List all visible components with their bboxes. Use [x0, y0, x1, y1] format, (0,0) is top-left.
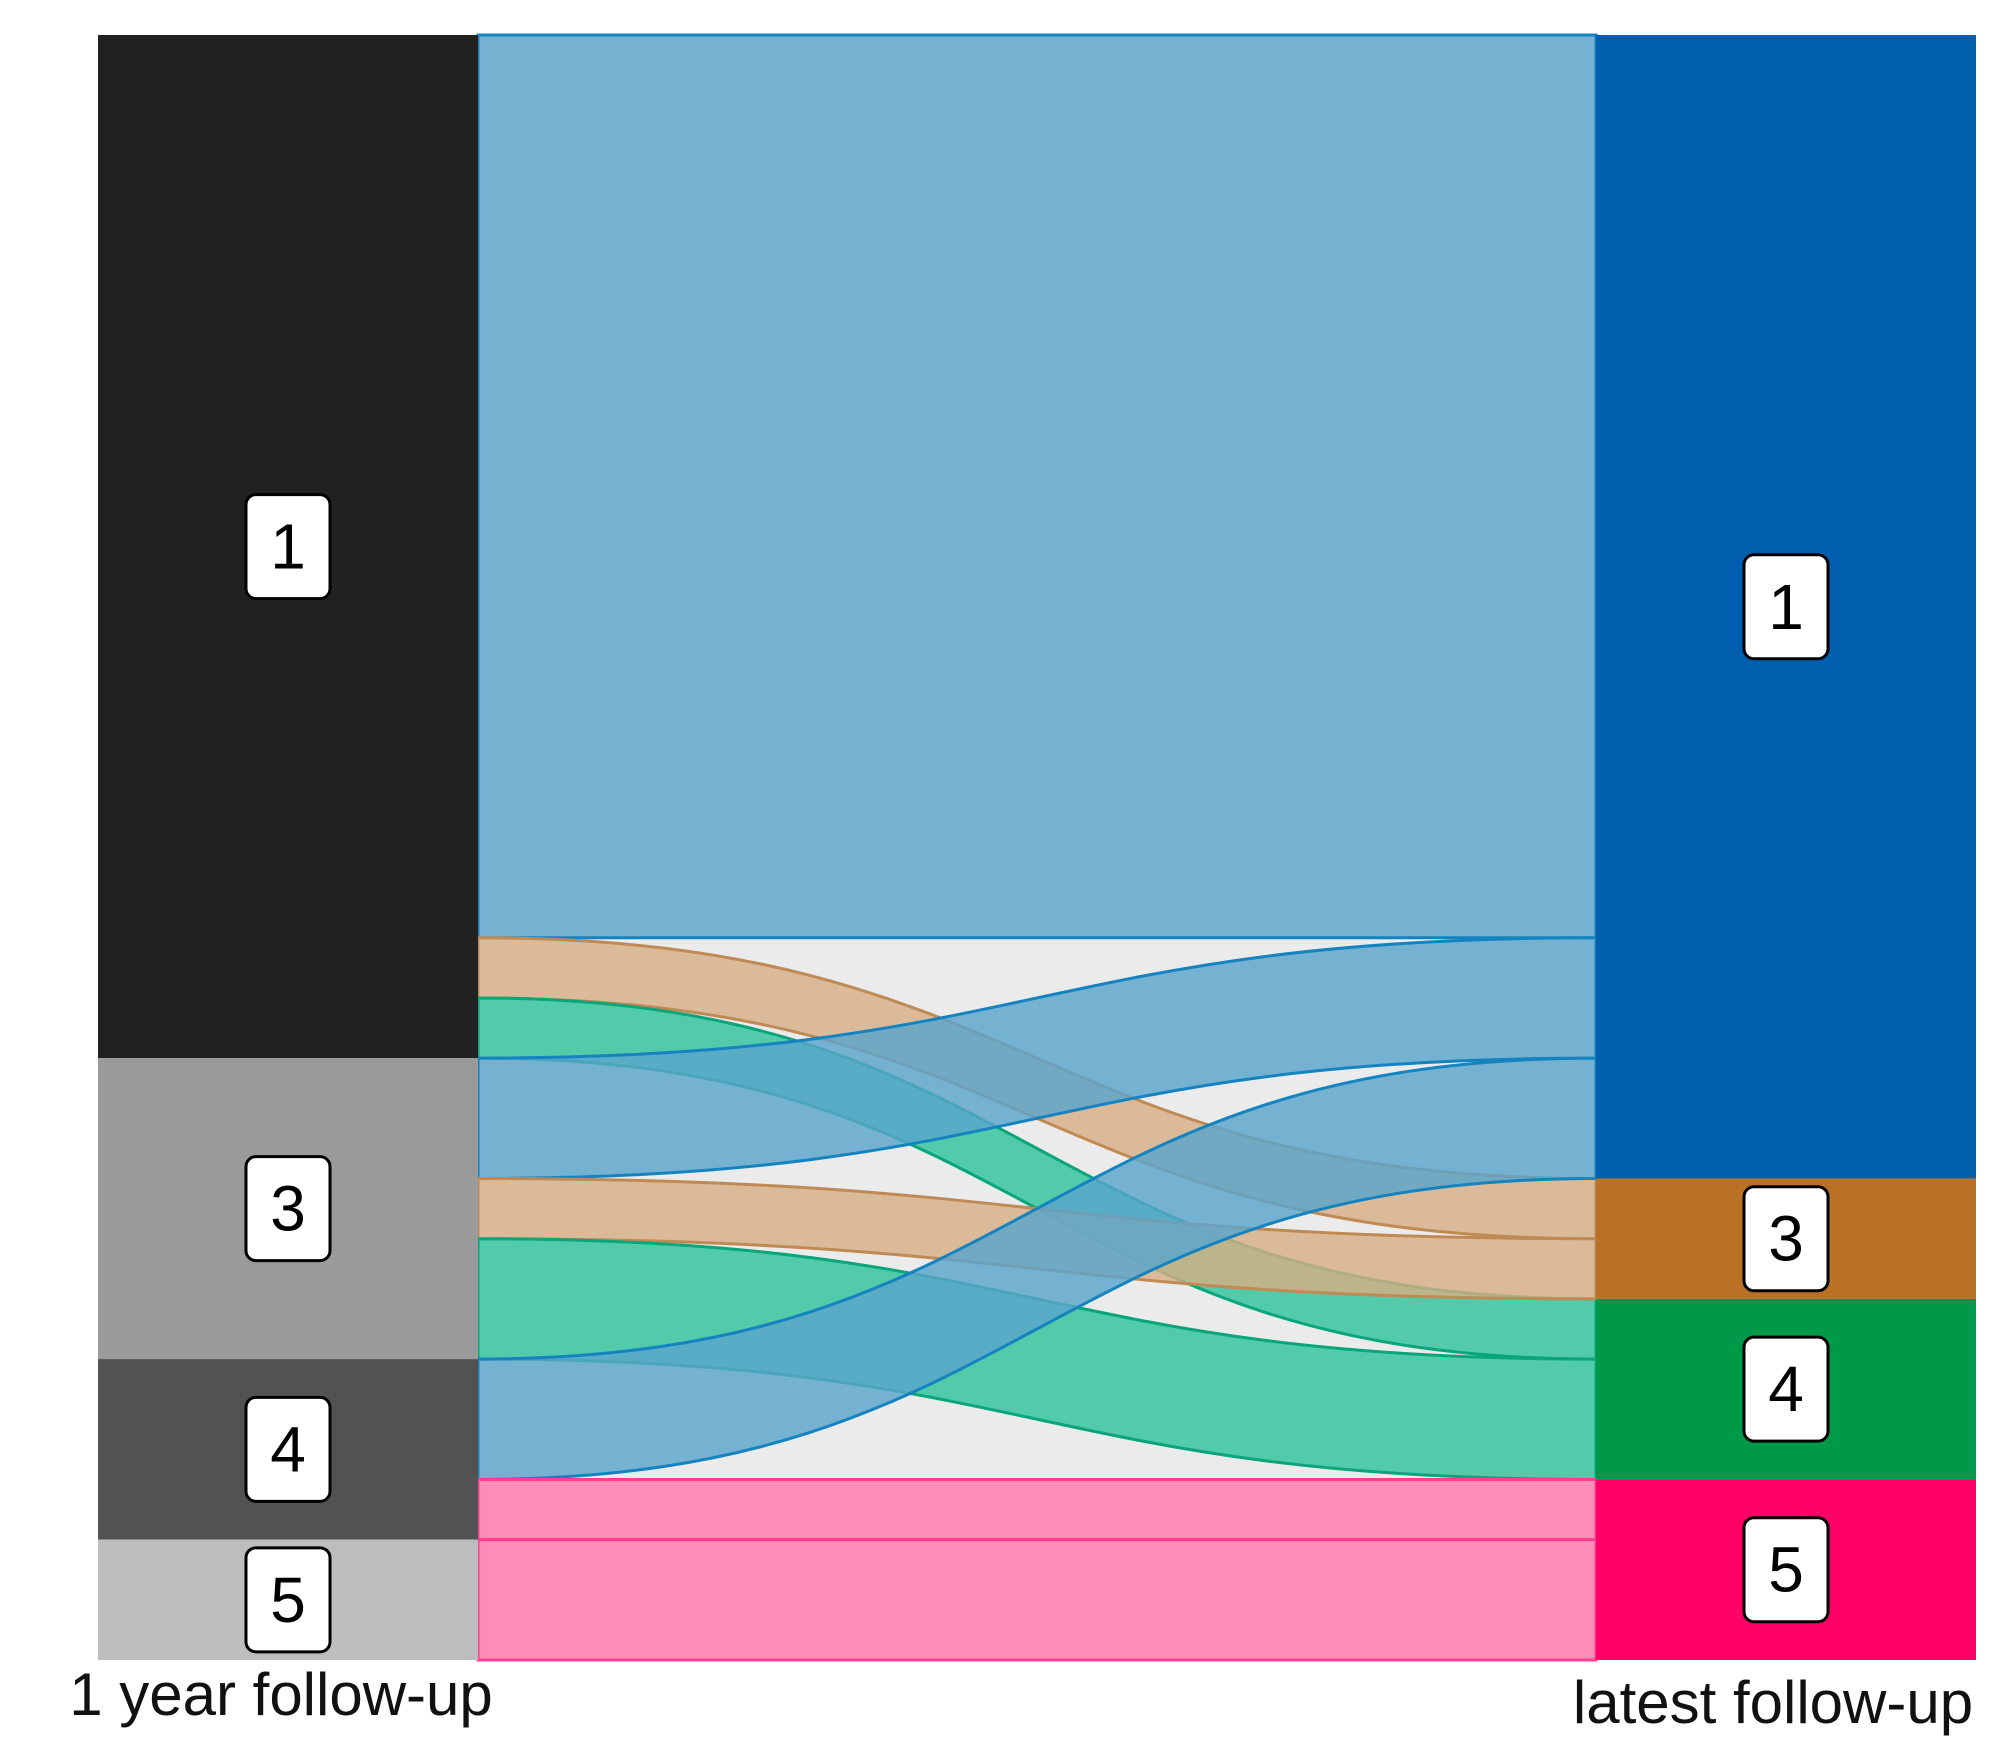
right-stratum-3-label: 3: [1768, 1203, 1804, 1275]
left-stratum-5-label: 5: [270, 1564, 306, 1636]
right-stratum-1-label: 1: [1768, 571, 1804, 643]
right-axis-title: latest follow-up: [1573, 1669, 1973, 1736]
left-stratum-4-label-box: [244, 1395, 332, 1503]
left-stratum-3-label: 3: [270, 1173, 306, 1245]
left-stratum-1-label: 1: [270, 511, 306, 583]
right-stratum-5-label: 5: [1768, 1534, 1804, 1606]
right-stratum-4-label: 4: [1768, 1353, 1804, 1425]
left-stratum-5-label-box: [244, 1546, 332, 1654]
right-stratum-1-label-box: [1742, 553, 1830, 661]
right-stratum-4-label-box: [1742, 1335, 1830, 1443]
right-stratum-3-label-box: [1742, 1185, 1830, 1293]
stratum-labels-layer: 1 3 4 5 1 3 4 5: [244, 493, 1830, 1654]
right-stratum-5-label-box: [1742, 1516, 1830, 1624]
flow-4-to-5: [476, 1477, 1598, 1542]
left-stratum-4-label: 4: [270, 1413, 306, 1485]
flows-layer: [476, 33, 1598, 1662]
left-axis-title: 1 year follow-up: [69, 1661, 493, 1728]
left-stratum-1-label-box: [244, 493, 332, 601]
flow-5-to-5: [476, 1538, 1598, 1662]
left-stratum-3-label-box: [244, 1155, 332, 1263]
flow-1-to-1: [476, 33, 1598, 940]
